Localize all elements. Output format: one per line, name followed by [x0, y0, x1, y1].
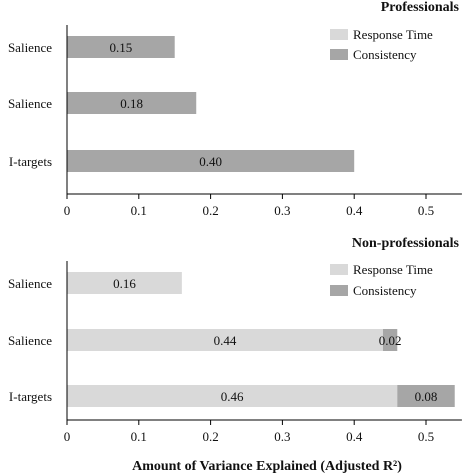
panel2-x-tick-label: 0.5: [418, 429, 434, 444]
panel2-legend-label: Consistency: [353, 283, 417, 298]
panel2-bar-3-consistency: [397, 385, 455, 407]
panel1-x-tick-label: 0.2: [202, 203, 218, 218]
panel2-bar-label: 0.46: [221, 389, 244, 404]
panel1-x-tick-label: 0.4: [346, 203, 363, 218]
panel1-x-tick-label: 0.1: [131, 203, 147, 218]
panel2-x-axis-title: Amount of Variance Explained (Adjusted R…: [132, 459, 402, 474]
panel2-bar-label: 0.44: [214, 333, 237, 348]
panel2-title: Non-professionals: [352, 236, 460, 251]
panel2-x-tick-label: 0.1: [131, 429, 147, 444]
panel2-bar-label: 0.16: [113, 276, 136, 291]
panel2-category-label: I-targets: [9, 389, 52, 404]
panel1-legend-label: Response Time: [353, 27, 433, 42]
panel1-bar-2-consistency: [67, 92, 197, 114]
panel2-category-label: Salience: [8, 333, 52, 348]
panel2-bar-2-response-time: [67, 329, 383, 351]
panel1-category-label: Salience: [8, 96, 52, 111]
panel2-x-tick-label: 0.4: [346, 429, 363, 444]
panel1-bar-label: 0.40: [199, 154, 222, 169]
panel1-x-tick-label: 0.5: [418, 203, 434, 218]
panel1-x-tick-label: 0: [64, 203, 71, 218]
panel1-bar-3-consistency: [67, 150, 355, 172]
panel1-legend-swatch-consistency: [330, 49, 348, 60]
panel1-bar-label: 0.18: [120, 96, 143, 111]
panel1-bar-label: 0.15: [109, 40, 132, 55]
panel1-legend-swatch-response-time: [330, 29, 348, 40]
panel1-legend-label: Consistency: [353, 47, 417, 62]
panel2-bar-2-consistency: [382, 329, 398, 351]
panel2-bar-label: 0.02: [379, 333, 402, 348]
panel2-category-label: Salience: [8, 276, 52, 291]
panel1-bar-1-consistency: [67, 36, 175, 58]
panel2-legend-swatch-response-time: [330, 264, 348, 275]
panel2-x-tick-label: 0.2: [202, 429, 218, 444]
panel1-title: Professionals: [381, 0, 460, 15]
panel1-x-tick-label: 0.3: [274, 203, 290, 218]
panel2-bar-1-response-time: [67, 272, 182, 294]
panel2-legend-swatch-consistency: [330, 285, 348, 296]
panel2-bar-label: 0.08: [415, 389, 438, 404]
panel2-bar-3-response-time: [67, 385, 398, 407]
panel2-x-tick-label: 0.3: [274, 429, 290, 444]
panel1-category-label: Salience: [8, 40, 52, 55]
panel1-category-label: I-targets: [9, 154, 52, 169]
panel2-x-tick-label: 0: [64, 429, 71, 444]
panel2-legend-label: Response Time: [353, 262, 433, 277]
